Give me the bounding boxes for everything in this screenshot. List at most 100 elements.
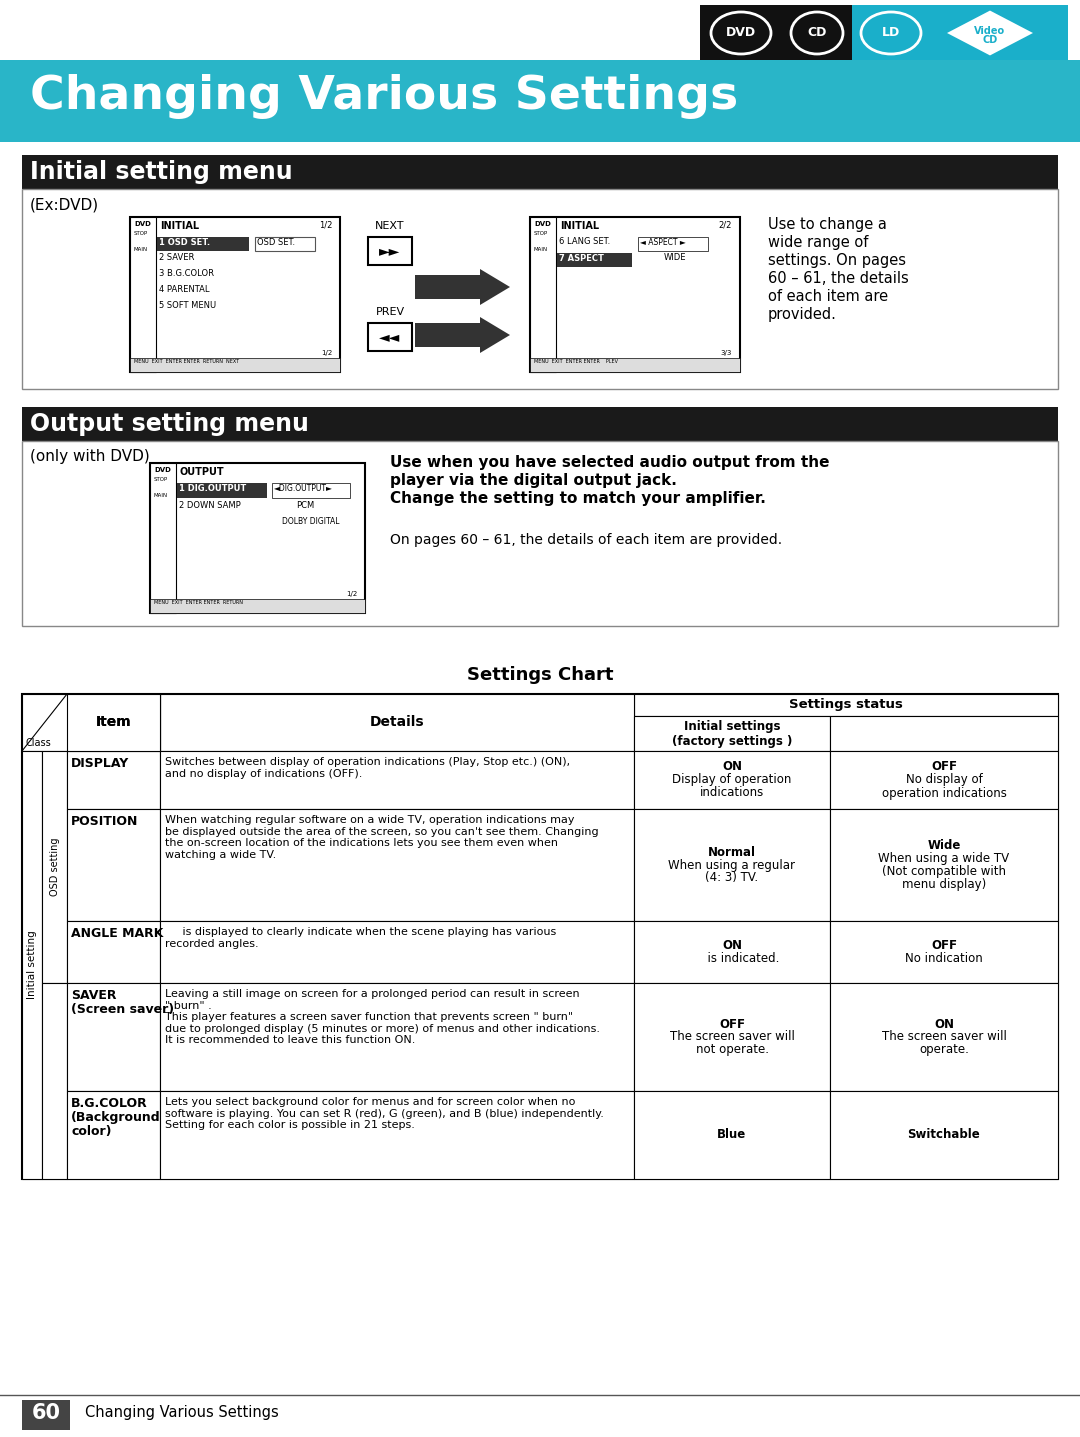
Bar — [272, 483, 350, 499]
Text: NEXT: NEXT — [375, 221, 405, 231]
Text: ON: ON — [934, 1017, 954, 1030]
Text: SAVER: SAVER — [71, 989, 117, 1002]
Text: No indication: No indication — [905, 951, 983, 966]
Text: INITIAL: INITIAL — [561, 221, 599, 231]
Bar — [0, 60, 1080, 142]
Text: provided.: provided. — [768, 308, 837, 322]
Text: LD: LD — [882, 26, 900, 39]
Bar — [831, 716, 1058, 752]
Text: STOP: STOP — [154, 477, 168, 481]
Text: B.G.COLOR: B.G.COLOR — [71, 1096, 148, 1109]
Text: 3/3: 3/3 — [720, 351, 732, 356]
Bar — [160, 809, 634, 921]
Text: DISPLAY: DISPLAY — [71, 757, 130, 770]
Bar — [831, 809, 1058, 921]
Text: OFF: OFF — [719, 1017, 745, 1030]
Text: MENU  EXIT  ENTER ENTER  RETURN: MENU EXIT ENTER ENTER RETURN — [154, 601, 243, 605]
Text: 2/2: 2/2 — [718, 221, 732, 230]
Bar — [22, 407, 1058, 441]
Text: Class: Class — [25, 739, 51, 749]
Text: MAIN: MAIN — [154, 493, 168, 499]
Bar — [22, 441, 1058, 627]
Bar — [634, 983, 831, 1091]
Text: wide range of: wide range of — [768, 236, 868, 250]
Text: DVD: DVD — [726, 26, 756, 39]
Text: OUTPUT: OUTPUT — [180, 467, 225, 477]
Text: (Background: (Background — [71, 1111, 161, 1124]
Text: Details: Details — [369, 716, 424, 730]
Text: The screen saver will: The screen saver will — [670, 1030, 795, 1043]
Text: Initial settings
(factory settings ): Initial settings (factory settings ) — [672, 720, 793, 749]
Bar — [0, 1395, 1080, 1437]
Bar — [634, 1091, 831, 1178]
Bar — [638, 237, 708, 251]
Text: color): color) — [71, 1125, 111, 1138]
Text: ◄ ASPECT ►: ◄ ASPECT ► — [640, 239, 686, 247]
Text: POSITION: POSITION — [71, 815, 138, 828]
Bar — [22, 752, 42, 1178]
Text: When using a regular: When using a regular — [669, 858, 796, 871]
Text: WIDE: WIDE — [664, 253, 686, 262]
Bar — [368, 237, 411, 264]
Bar — [634, 921, 831, 983]
Text: ON: ON — [723, 938, 742, 951]
Bar — [67, 694, 160, 752]
Bar — [831, 752, 1058, 809]
Bar — [67, 694, 160, 752]
Text: 1/2: 1/2 — [321, 351, 332, 356]
Text: Normal: Normal — [708, 845, 756, 858]
Text: OSD SET.: OSD SET. — [257, 239, 295, 247]
Text: DVD: DVD — [154, 467, 172, 473]
Text: indications: indications — [700, 786, 765, 799]
Bar — [67, 752, 160, 809]
Text: (4: 3) TV.: (4: 3) TV. — [705, 871, 758, 885]
Bar — [22, 694, 1058, 1178]
Text: Initial setting menu: Initial setting menu — [30, 160, 293, 184]
Text: OFF: OFF — [931, 938, 957, 951]
Text: Blue: Blue — [717, 1128, 746, 1141]
Text: CD: CD — [983, 34, 998, 45]
Bar — [634, 716, 831, 752]
Text: ►►: ►► — [379, 244, 401, 259]
Text: is displayed to clearly indicate when the scene playing has various
recorded ang: is displayed to clearly indicate when th… — [165, 927, 556, 948]
Polygon shape — [944, 9, 1036, 57]
Text: Use when you have selected audio output from the: Use when you have selected audio output … — [390, 456, 829, 470]
Bar — [157, 237, 249, 251]
Text: Changing Various Settings: Changing Various Settings — [85, 1405, 279, 1420]
Text: OFF: OFF — [931, 760, 957, 773]
Text: PREV: PREV — [376, 308, 405, 318]
Text: 2 DOWN SAMP: 2 DOWN SAMP — [179, 502, 241, 510]
Text: Change the setting to match your amplifier.: Change the setting to match your amplifi… — [390, 491, 766, 506]
Text: 3 B.G.COLOR: 3 B.G.COLOR — [159, 269, 214, 277]
Text: When watching regular software on a wide TV, operation indications may
be displa: When watching regular software on a wide… — [165, 815, 598, 859]
Text: Item: Item — [96, 716, 132, 730]
Ellipse shape — [711, 11, 771, 55]
Text: Use to change a: Use to change a — [768, 217, 887, 231]
Text: Switchable: Switchable — [907, 1128, 981, 1141]
Bar — [160, 1091, 634, 1178]
Text: Item: Item — [96, 716, 132, 730]
Bar — [634, 694, 1058, 716]
Bar — [530, 217, 556, 372]
Bar — [42, 983, 67, 1178]
Text: PCM: PCM — [296, 502, 314, 510]
Text: ON: ON — [723, 760, 742, 773]
Text: player via the digital output jack.: player via the digital output jack. — [390, 473, 677, 489]
Text: Switches between display of operation indications (Play, Stop etc.) (ON),
and no: Switches between display of operation in… — [165, 757, 570, 779]
Text: Changing Various Settings: Changing Various Settings — [30, 73, 739, 119]
Bar — [22, 694, 160, 752]
Text: Initial setting: Initial setting — [27, 931, 37, 999]
Text: CD: CD — [808, 26, 826, 39]
Text: DOLBY DIGITAL: DOLBY DIGITAL — [282, 517, 339, 526]
Text: Lets you select background color for menus and for screen color when no
software: Lets you select background color for men… — [165, 1096, 604, 1129]
Text: DVD: DVD — [535, 221, 552, 227]
Bar — [634, 809, 831, 921]
Text: MAIN: MAIN — [134, 247, 148, 251]
Text: 1 DIG.OUTPUT: 1 DIG.OUTPUT — [179, 484, 246, 493]
Bar — [634, 752, 831, 809]
Ellipse shape — [861, 11, 921, 55]
Text: The screen saver will: The screen saver will — [881, 1030, 1007, 1043]
Text: 2 SAVER: 2 SAVER — [159, 253, 194, 262]
Bar — [177, 483, 267, 499]
Bar — [150, 599, 365, 614]
